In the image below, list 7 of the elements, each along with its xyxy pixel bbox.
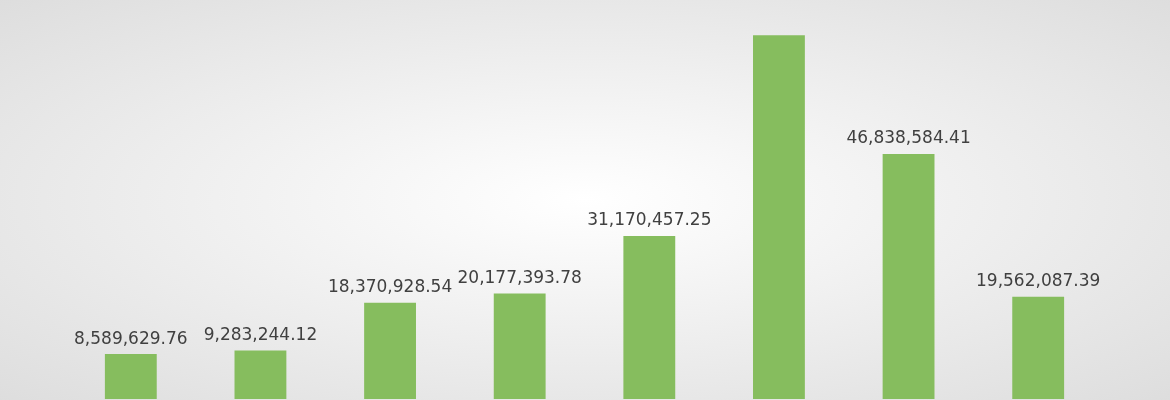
data-label: 18,370,928.54 xyxy=(327,276,453,297)
data-label: 20,177,393.78 xyxy=(457,266,582,287)
data-label: 19,562,087.39 xyxy=(976,270,1101,291)
data-label: 9,283,244.12 xyxy=(203,323,318,344)
data-label: 46,838,584.41 xyxy=(846,127,971,148)
data-label: 8,589,629.76 xyxy=(74,327,188,348)
data-label: 31,170,457.25 xyxy=(587,209,712,230)
